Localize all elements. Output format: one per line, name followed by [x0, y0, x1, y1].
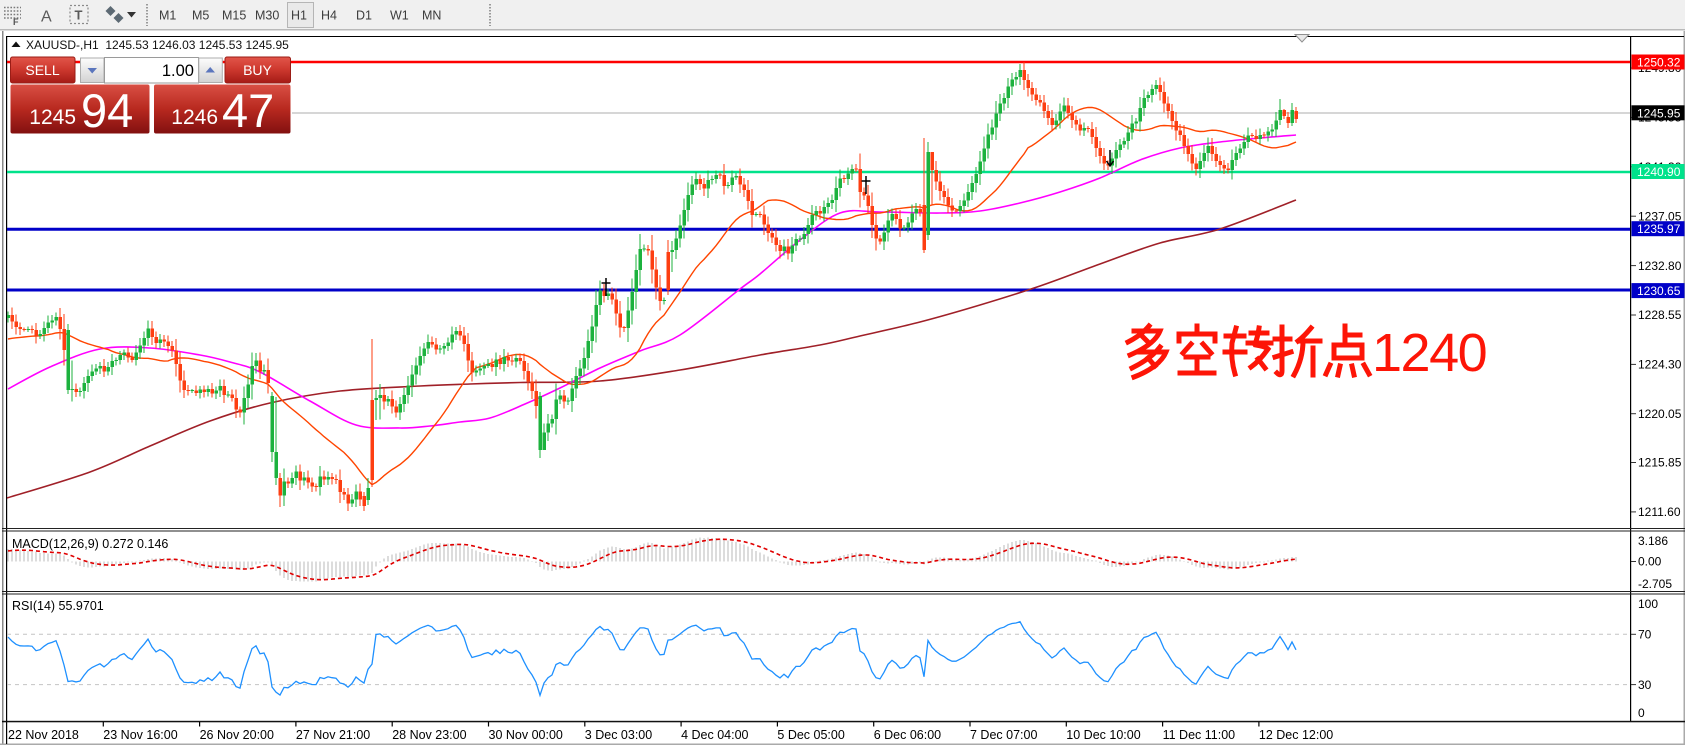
svg-text:T: T	[75, 8, 83, 23]
svg-text:RSI(14) 55.9701: RSI(14) 55.9701	[12, 599, 104, 613]
svg-text:-2.705: -2.705	[1638, 577, 1672, 591]
svg-text:MN: MN	[422, 9, 441, 23]
svg-text:M5: M5	[192, 9, 209, 23]
svg-text:H1: H1	[291, 9, 307, 23]
svg-text:100: 100	[1638, 597, 1658, 611]
svg-text:1224.30: 1224.30	[1638, 358, 1682, 372]
svg-text:1245: 1245	[29, 106, 76, 129]
svg-text:0: 0	[1638, 706, 1645, 720]
svg-text:1235.97: 1235.97	[1637, 222, 1681, 236]
svg-text:1232.80: 1232.80	[1638, 259, 1682, 273]
svg-text:M1: M1	[159, 9, 176, 23]
svg-text:H4: H4	[321, 9, 337, 23]
svg-text:1237.05: 1237.05	[1638, 209, 1682, 223]
svg-text:70: 70	[1638, 628, 1652, 642]
svg-text:26 Nov 20:00: 26 Nov 20:00	[200, 728, 274, 742]
svg-text:1215.85: 1215.85	[1638, 456, 1682, 470]
svg-text:1245.95: 1245.95	[1637, 106, 1681, 120]
svg-text:30 Nov 00:00: 30 Nov 00:00	[489, 728, 563, 742]
svg-text:1.00: 1.00	[162, 62, 194, 80]
svg-text:12 Dec 12:00: 12 Dec 12:00	[1259, 728, 1333, 742]
svg-text:BUY: BUY	[243, 62, 272, 78]
svg-text:28 Nov 23:00: 28 Nov 23:00	[392, 728, 466, 742]
svg-text:7 Dec 07:00: 7 Dec 07:00	[970, 728, 1037, 742]
svg-text:94: 94	[81, 84, 133, 137]
svg-text:11 Dec 11:00: 11 Dec 11:00	[1163, 728, 1236, 742]
svg-text:0.00: 0.00	[1638, 555, 1662, 569]
svg-text:A: A	[41, 9, 52, 26]
svg-text:1250.32: 1250.32	[1637, 56, 1681, 70]
svg-text:23 Nov 16:00: 23 Nov 16:00	[103, 728, 177, 742]
svg-text:4 Dec 04:00: 4 Dec 04:00	[681, 728, 748, 742]
svg-text:SELL: SELL	[25, 62, 59, 78]
svg-text:22 Nov 2018: 22 Nov 2018	[8, 728, 79, 742]
svg-text:6 Dec 06:00: 6 Dec 06:00	[874, 728, 941, 742]
svg-text:30: 30	[1638, 678, 1652, 692]
svg-text:XAUUSD-,H1 1245.53 1246.03 12: XAUUSD-,H1 1245.53 1246.03 1245.53 1245.…	[26, 38, 289, 52]
svg-text:1211.60: 1211.60	[1638, 505, 1681, 519]
svg-text:D1: D1	[356, 9, 372, 23]
svg-text:1220.05: 1220.05	[1638, 407, 1682, 421]
svg-text:M15: M15	[222, 9, 246, 23]
svg-text:MACD(12,26,9) 0.272 0.146: MACD(12,26,9) 0.272 0.146	[12, 537, 168, 551]
svg-text:W1: W1	[390, 9, 409, 23]
svg-text:10 Dec 10:00: 10 Dec 10:00	[1066, 728, 1140, 742]
svg-text:3 Dec 03:00: 3 Dec 03:00	[585, 728, 652, 742]
svg-text:F: F	[13, 17, 19, 27]
svg-text:1230.65: 1230.65	[1637, 284, 1681, 298]
svg-text:1246: 1246	[171, 106, 218, 129]
svg-text:1240.90: 1240.90	[1637, 165, 1681, 179]
svg-text:3.186: 3.186	[1638, 534, 1668, 548]
svg-text:5 Dec 05:00: 5 Dec 05:00	[777, 728, 844, 742]
svg-text:1240: 1240	[1372, 323, 1486, 383]
svg-text:M30: M30	[255, 9, 279, 23]
svg-text:27 Nov 21:00: 27 Nov 21:00	[296, 728, 370, 742]
svg-text:47: 47	[222, 84, 274, 137]
svg-text:1228.55: 1228.55	[1638, 308, 1682, 322]
